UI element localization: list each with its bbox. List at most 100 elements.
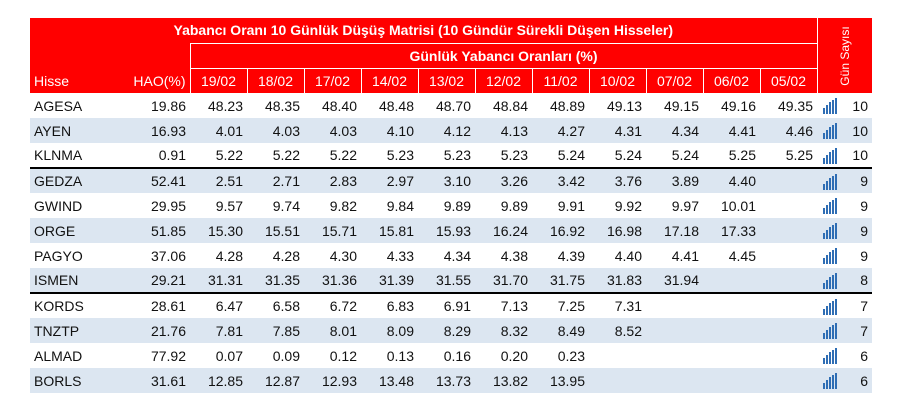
icon-bar — [825, 154, 828, 164]
daily-ratio: 0.16 — [443, 347, 471, 364]
icon-bar — [828, 102, 831, 115]
daily-ratio: 7.81 — [190, 318, 247, 343]
daily-ratio: 8.29 — [418, 318, 475, 343]
column-header: 14/02 — [360, 67, 418, 93]
column-header: Hisse — [30, 68, 108, 93]
daily-ratio: 48.70 — [435, 97, 471, 114]
icon-bar — [822, 208, 825, 215]
daily-ratio: 12.93 — [304, 368, 361, 393]
blank-header — [30, 43, 190, 68]
daily-ratio: 15.71 — [304, 218, 361, 243]
icon-bar — [828, 227, 831, 240]
icon-bar — [834, 298, 837, 315]
daily-ratio — [703, 368, 760, 393]
day-count: 7 — [860, 298, 868, 314]
daily-ratio: 12.85 — [190, 368, 247, 393]
day-count: 6 — [842, 368, 872, 393]
icon-bar — [822, 157, 825, 164]
icon-bar — [822, 183, 825, 190]
table-row: KLNMA 0.91 5.22 5.22 5.22 5.23 5.23 5.23 5.24 5.2… — [30, 143, 872, 169]
icon-cell — [817, 343, 842, 368]
icon-bar — [831, 300, 834, 315]
icon-cell — [817, 118, 842, 143]
table-row: GWIND 29.95 9.57 9.74 9.82 9.84 9.89 9.89 9.91 9.… — [30, 193, 872, 218]
daily-ratio — [589, 343, 646, 368]
day-count: 10 — [842, 118, 872, 143]
daily-ratio — [703, 293, 760, 318]
daily-ratio: 4.33 — [386, 247, 414, 264]
icon-cell — [817, 318, 842, 343]
icon-bar — [831, 149, 834, 164]
daily-ratio: 9.82 — [329, 197, 357, 214]
bar-icon — [822, 272, 837, 289]
daily-ratio: 16.98 — [589, 218, 646, 243]
daily-ratio — [760, 193, 817, 218]
icon-bar — [822, 383, 825, 390]
daily-ratio: 4.40 — [703, 168, 760, 193]
table-body: AGESA 19.86 48.23 48.35 48.40 48.48 48.70 48.84… — [30, 93, 872, 393]
daily-ratio: 5.24 — [646, 143, 703, 169]
table-row: TNZTP 21.76 7.81 7.85 8.01 8.09 8.29 8.32 8.49 8.… — [30, 318, 872, 343]
icon-bar — [825, 279, 828, 289]
daily-ratio: 6.47 — [215, 298, 243, 314]
daily-ratio: 4.12 — [418, 118, 475, 143]
foreign-ratio: 51.85 — [108, 218, 190, 243]
daily-ratio: 5.22 — [247, 143, 304, 169]
daily-ratio: 4.46 — [760, 118, 817, 143]
daily-ratio: 9.91 — [557, 197, 585, 214]
icon-bar — [828, 302, 831, 315]
daily-ratio: 10.01 — [720, 197, 756, 214]
day-count: 9 — [842, 168, 872, 193]
daily-ratio: 4.30 — [329, 247, 357, 264]
icon-bar — [825, 230, 828, 240]
daily-ratio: 3.10 — [418, 168, 475, 193]
icon-bar — [828, 252, 831, 265]
stock-code: ALMAD — [34, 347, 83, 364]
day-count: 6 — [860, 347, 868, 364]
icon-bar — [834, 348, 837, 365]
daily-ratio: 13.73 — [418, 368, 475, 393]
icon-bar — [831, 375, 834, 390]
icon-bar — [834, 123, 837, 140]
column-header: 05/02 — [759, 67, 817, 93]
icon-bar — [828, 151, 831, 164]
daily-ratio: 31.83 — [589, 268, 646, 294]
stock-code: AYEN — [30, 118, 108, 143]
icon-bar — [822, 133, 825, 140]
table-row: ORGE 51.85 15.30 15.51 15.71 15.81 15.93 16.24 1… — [30, 218, 872, 243]
column-header: 11/02 — [531, 67, 589, 93]
day-count: 9 — [842, 218, 872, 243]
stock-code: ISMEN — [30, 268, 108, 294]
daily-ratio: 48.89 — [549, 97, 585, 114]
icon-cell — [817, 268, 842, 294]
foreign-ratio: 29.95 — [150, 197, 186, 214]
daily-ratio: 7.31 — [614, 298, 642, 314]
stock-code: GEDZA — [30, 168, 108, 193]
title-row: Yabancı Oranı 10 Günlük Düşüş Matrisi (1… — [30, 18, 872, 93]
bar-icon — [822, 348, 837, 365]
daily-ratio — [760, 343, 817, 368]
daily-ratio — [760, 243, 817, 268]
daily-ratio: 8.09 — [361, 318, 418, 343]
table-title: Yabancı Oranı 10 Günlük Düşüş Matrisi (1… — [30, 18, 817, 43]
column-header: HAO(%) — [108, 68, 190, 93]
daily-ratio: 5.23 — [418, 143, 475, 169]
icon-bar — [831, 100, 834, 115]
icon-bar — [828, 202, 831, 215]
matrix-table: Yabancı Oranı 10 Günlük Düşüş Matrisi (1… — [30, 18, 872, 393]
daily-ratio: 4.41 — [671, 247, 699, 264]
daily-ratio: 0.13 — [386, 347, 414, 364]
icon-bar — [825, 130, 828, 140]
table-row: GEDZA 52.41 2.51 2.71 2.83 2.97 3.10 3.26 3.42 3.… — [30, 168, 872, 193]
daily-ratio: 2.51 — [190, 168, 247, 193]
daily-ratio: 0.20 — [500, 347, 528, 364]
icon-bar — [834, 223, 837, 240]
column-header: 10/02 — [588, 67, 646, 93]
daily-ratio: 49.35 — [777, 97, 813, 114]
bar-icon — [822, 323, 837, 340]
daily-ratio — [646, 368, 703, 393]
day-count: 10 — [842, 143, 872, 169]
bar-icon — [822, 123, 837, 140]
